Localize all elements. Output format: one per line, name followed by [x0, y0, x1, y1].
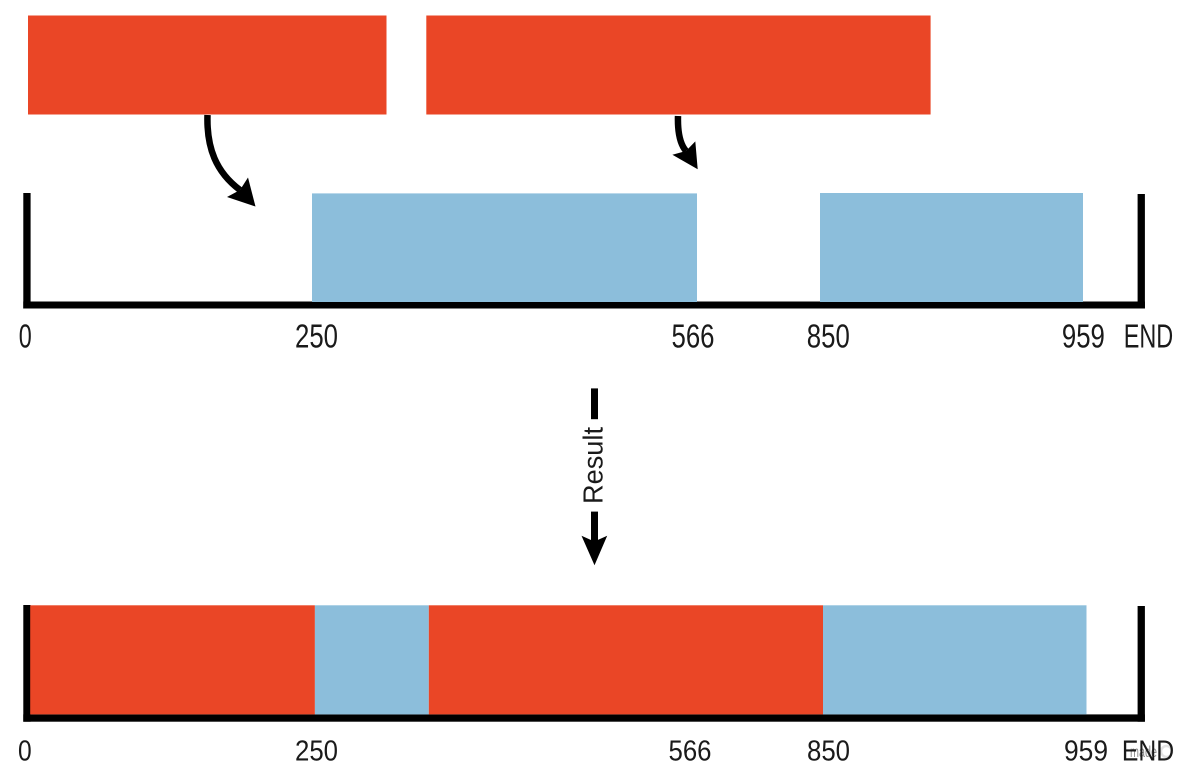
- svg-text:Result: Result: [578, 427, 609, 504]
- svg-text:959: 959: [1064, 735, 1108, 767]
- svg-text:850: 850: [807, 735, 850, 767]
- svg-text:959: 959: [1062, 318, 1105, 355]
- svg-text:250: 250: [295, 318, 338, 355]
- svg-text:0: 0: [19, 318, 32, 355]
- svg-text:END: END: [1122, 735, 1174, 767]
- svg-text:566: 566: [669, 735, 712, 767]
- svg-text:850: 850: [807, 318, 850, 355]
- svg-text:250: 250: [295, 735, 338, 767]
- svg-text:END: END: [1124, 318, 1174, 355]
- svg-text:566: 566: [672, 318, 715, 355]
- svg-text:0: 0: [18, 735, 32, 767]
- svg-text:made: made: [1130, 744, 1157, 761]
